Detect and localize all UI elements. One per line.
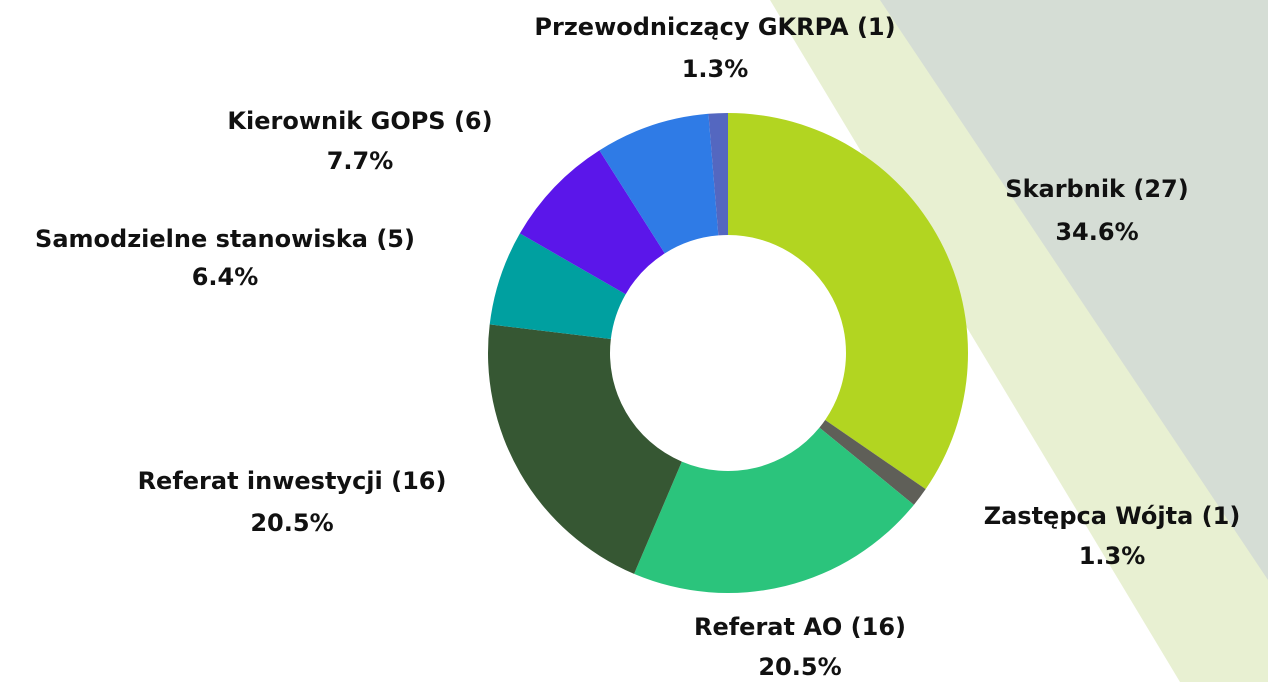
slice-label: Skarbnik (27) [1005, 175, 1188, 203]
value-label: 7.7% [327, 147, 394, 175]
background-shape [880, 0, 1268, 580]
value-label: 6.4% [192, 263, 259, 291]
value-label: 1.3% [1079, 542, 1146, 570]
donut-slice [728, 113, 969, 490]
slice-label: Przewodniczący GKRPA (1) [534, 13, 895, 41]
slice-label: Zastępca Wójta (1) [984, 502, 1241, 530]
donut-slice [519, 150, 665, 295]
donut-slice [634, 427, 914, 593]
donut-slice [819, 419, 926, 505]
donut-slice [599, 113, 719, 254]
donut-slice [708, 113, 728, 236]
value-label: 1.3% [682, 55, 749, 83]
value-label: 20.5% [758, 653, 841, 681]
slice-label: Referat inwestycji (16) [138, 467, 447, 495]
donut-slice [489, 233, 626, 339]
value-label: 34.6% [1055, 218, 1138, 246]
slice-label: Kierownik GOPS (6) [227, 107, 492, 135]
slice-label: Referat AO (16) [694, 613, 906, 641]
value-label: 20.5% [250, 509, 333, 537]
slice-label: Samodzielne stanowiska (5) [35, 225, 415, 253]
donut-slice [487, 324, 682, 574]
